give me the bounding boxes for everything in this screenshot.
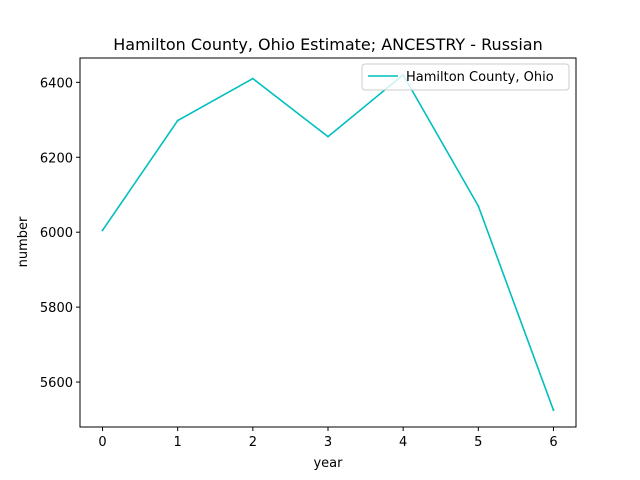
data-point	[477, 204, 480, 207]
y-tick-label: 6000	[40, 226, 73, 241]
y-tick-label: 6400	[40, 76, 73, 91]
y-tick-label: 5800	[40, 301, 73, 316]
x-tick-label: 4	[399, 435, 407, 450]
legend-label: Hamilton County, Ohio	[406, 70, 554, 85]
data-point	[251, 77, 254, 80]
x-tick-label: 2	[249, 435, 257, 450]
x-axis-label: year	[313, 456, 343, 471]
legend: Hamilton County, Ohio	[361, 63, 570, 91]
x-tick-label: 3	[324, 435, 332, 450]
y-tick-label: 6200	[40, 151, 73, 166]
legend-box	[361, 63, 570, 91]
x-tick-label: 0	[98, 435, 106, 450]
plot-area	[79, 57, 577, 428]
x-tick-label: 6	[549, 435, 557, 450]
data-point	[327, 135, 329, 138]
data-point	[176, 119, 179, 122]
y-tick-label: 5600	[40, 376, 73, 391]
x-axis: 0 1 2 3 4 5 6	[98, 427, 558, 450]
y-axis: 5600 5800 6000 6200 6400	[40, 76, 80, 391]
x-tick-label: 1	[174, 435, 182, 450]
y-axis-label: number	[16, 216, 31, 267]
data-point	[552, 409, 555, 412]
data-point	[101, 229, 104, 232]
chart-title: Hamilton County, Ohio Estimate; ANCESTRY…	[113, 35, 543, 54]
x-tick-label: 5	[474, 435, 482, 450]
